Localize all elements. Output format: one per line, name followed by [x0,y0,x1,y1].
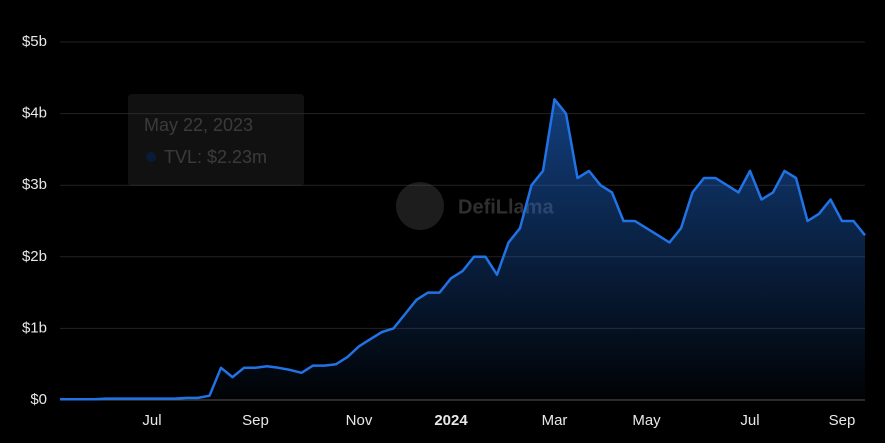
y-tick-label: $3b [22,176,47,193]
x-tick-label: Jul [142,412,161,429]
y-tick-label: $0 [30,391,47,408]
tooltip: May 22, 2023 TVL: $2.23m [128,94,304,186]
watermark-logo [396,182,444,230]
tooltip-dot [146,152,156,162]
area-fill [60,99,865,401]
plot [60,98,866,401]
tooltip-date: May 22, 2023 [144,115,253,135]
line [60,98,866,401]
y-tick-label: $4b [22,105,47,122]
x-tick-label: Sep [242,412,269,429]
x-tick-label: Sep [829,412,856,429]
x-tick-label: Nov [346,412,373,429]
x-tick-label: May [632,412,661,429]
x-tick-label: 2024 [434,412,468,429]
tooltip-text: TVL: $2.23m [164,147,267,167]
y-tick-label: $1b [22,319,47,336]
x-tick-label: Mar [542,412,568,429]
y-tick-label: $2b [22,248,47,265]
x-tick-label: Jul [740,412,759,429]
tooltip-box [128,94,304,186]
y-tick-label: $5b [22,33,47,50]
